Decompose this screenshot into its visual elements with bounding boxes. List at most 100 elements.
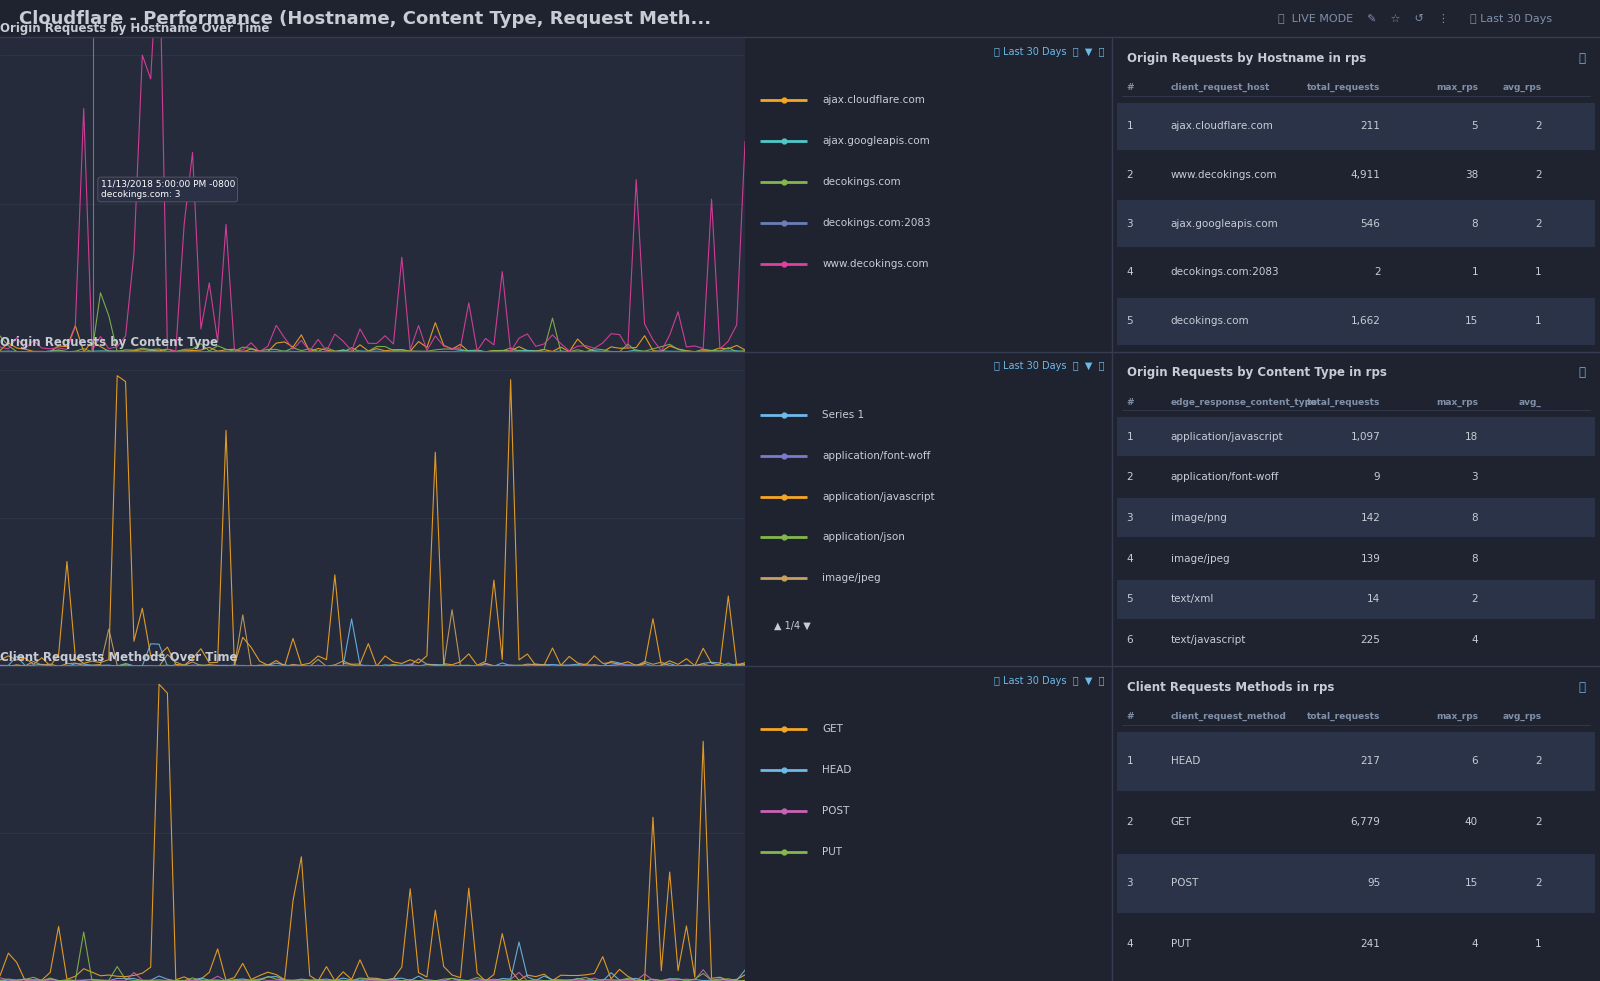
Text: #: # bbox=[1126, 83, 1134, 92]
Text: PUT: PUT bbox=[822, 847, 842, 857]
Text: 4: 4 bbox=[1126, 939, 1133, 950]
Text: 1: 1 bbox=[1534, 316, 1541, 327]
Text: application/font-woff: application/font-woff bbox=[1171, 472, 1278, 483]
Text: total_requests: total_requests bbox=[1307, 712, 1381, 721]
Text: 2: 2 bbox=[1534, 170, 1541, 180]
Text: 🔒 Last 30 Days  ⧉  ▼  ⓘ: 🔒 Last 30 Days ⧉ ▼ ⓘ bbox=[994, 361, 1104, 372]
Text: 3: 3 bbox=[1126, 878, 1133, 888]
Text: www.decokings.com: www.decokings.com bbox=[1171, 170, 1277, 180]
Text: 18: 18 bbox=[1464, 432, 1478, 441]
Text: total_requests: total_requests bbox=[1307, 83, 1381, 92]
Text: 1: 1 bbox=[1534, 268, 1541, 278]
Text: 4: 4 bbox=[1472, 635, 1478, 645]
Text: Origin Requests by Hostname in rps: Origin Requests by Hostname in rps bbox=[1126, 52, 1366, 65]
Text: Client Requests Methods in rps: Client Requests Methods in rps bbox=[1126, 681, 1334, 694]
Text: 142: 142 bbox=[1360, 513, 1381, 523]
Text: 4: 4 bbox=[1472, 939, 1478, 950]
Text: decokings.com:2083: decokings.com:2083 bbox=[1171, 268, 1278, 278]
Bar bbox=[1117, 854, 1595, 912]
Bar bbox=[1117, 200, 1595, 247]
Text: decokings.com: decokings.com bbox=[1171, 316, 1250, 327]
Text: ⌕  LIVE MODE    ✎    ☆    ↺    ⋮      🕐 Last 30 Days: ⌕ LIVE MODE ✎ ☆ ↺ ⋮ 🕐 Last 30 Days bbox=[1278, 14, 1552, 24]
Text: GET: GET bbox=[822, 724, 843, 735]
Text: 4: 4 bbox=[1126, 553, 1133, 564]
Text: 2: 2 bbox=[1472, 594, 1478, 604]
Text: 225: 225 bbox=[1360, 635, 1381, 645]
Text: 1,662: 1,662 bbox=[1350, 316, 1381, 327]
Text: text/javascript: text/javascript bbox=[1171, 635, 1246, 645]
Bar bbox=[1117, 417, 1595, 456]
Text: www.decokings.com: www.decokings.com bbox=[822, 259, 928, 269]
Text: GET: GET bbox=[1171, 817, 1192, 827]
Text: PUT: PUT bbox=[1171, 939, 1190, 950]
Text: 1: 1 bbox=[1126, 756, 1133, 766]
Text: 2: 2 bbox=[1126, 817, 1133, 827]
Text: POST: POST bbox=[822, 806, 850, 816]
Text: avg_rps: avg_rps bbox=[1502, 83, 1541, 92]
Text: 9: 9 bbox=[1374, 472, 1381, 483]
Text: 3: 3 bbox=[1126, 219, 1133, 229]
Text: application/json: application/json bbox=[822, 533, 906, 542]
Text: 2: 2 bbox=[1534, 219, 1541, 229]
Text: client_request_host: client_request_host bbox=[1171, 83, 1270, 92]
Text: decokings.com:2083: decokings.com:2083 bbox=[822, 218, 931, 228]
Text: 5: 5 bbox=[1126, 594, 1133, 604]
Text: Cloudflare - Performance (Hostname, Content Type, Request Meth...: Cloudflare - Performance (Hostname, Cont… bbox=[19, 10, 712, 27]
Text: 8: 8 bbox=[1472, 219, 1478, 229]
Text: ⓘ: ⓘ bbox=[1578, 52, 1586, 65]
Text: 211: 211 bbox=[1360, 122, 1381, 131]
Text: Client Requests Methods Over Time: Client Requests Methods Over Time bbox=[0, 651, 237, 664]
Text: 4: 4 bbox=[1126, 268, 1133, 278]
Text: 2: 2 bbox=[1374, 268, 1381, 278]
Text: ⓘ: ⓘ bbox=[1578, 366, 1586, 379]
Text: Series 1: Series 1 bbox=[822, 410, 864, 420]
Text: 1,097: 1,097 bbox=[1350, 432, 1381, 441]
Text: 8: 8 bbox=[1472, 553, 1478, 564]
Text: 8: 8 bbox=[1472, 513, 1478, 523]
Text: 🔒 Last 30 Days  ⧉  ▼  ⓘ: 🔒 Last 30 Days ⧉ ▼ ⓘ bbox=[994, 47, 1104, 57]
Text: 241: 241 bbox=[1360, 939, 1381, 950]
Text: max_rps: max_rps bbox=[1437, 712, 1478, 721]
Bar bbox=[1117, 103, 1595, 150]
Text: 546: 546 bbox=[1360, 219, 1381, 229]
Text: 11/13/2018 5:00:00 PM -0800
decokings.com: 3: 11/13/2018 5:00:00 PM -0800 decokings.co… bbox=[101, 180, 235, 199]
Text: 14: 14 bbox=[1366, 594, 1381, 604]
Text: ajax.cloudflare.com: ajax.cloudflare.com bbox=[822, 95, 925, 105]
Text: #: # bbox=[1126, 397, 1134, 406]
Text: max_rps: max_rps bbox=[1437, 397, 1478, 406]
Text: 95: 95 bbox=[1366, 878, 1381, 888]
Text: client_request_method: client_request_method bbox=[1171, 712, 1286, 721]
Text: 2: 2 bbox=[1126, 472, 1133, 483]
Text: application/javascript: application/javascript bbox=[1171, 432, 1283, 441]
Text: edge_response_content_type: edge_response_content_type bbox=[1171, 397, 1318, 407]
Text: HEAD: HEAD bbox=[822, 765, 851, 775]
Text: 2: 2 bbox=[1534, 817, 1541, 827]
Text: total_requests: total_requests bbox=[1307, 397, 1381, 407]
Text: text/xml: text/xml bbox=[1171, 594, 1214, 604]
Text: 1: 1 bbox=[1126, 432, 1133, 441]
Text: 6: 6 bbox=[1126, 635, 1133, 645]
Text: #: # bbox=[1126, 712, 1134, 721]
Text: 40: 40 bbox=[1466, 817, 1478, 827]
Text: ▲ 1/4 ▼: ▲ 1/4 ▼ bbox=[774, 621, 811, 631]
Text: decokings.com: decokings.com bbox=[822, 177, 901, 187]
Text: max_rps: max_rps bbox=[1437, 83, 1478, 92]
Text: image/png: image/png bbox=[1171, 513, 1227, 523]
Text: ajax.cloudflare.com: ajax.cloudflare.com bbox=[1171, 122, 1274, 131]
Text: image/jpeg: image/jpeg bbox=[822, 573, 880, 584]
Text: POST: POST bbox=[1171, 878, 1198, 888]
Text: 🔒 Last 30 Days  ⧉  ▼  ⓘ: 🔒 Last 30 Days ⧉ ▼ ⓘ bbox=[994, 676, 1104, 686]
Text: Origin Requests by Hostname Over Time: Origin Requests by Hostname Over Time bbox=[0, 22, 269, 34]
Text: ajax.googleapis.com: ajax.googleapis.com bbox=[822, 136, 930, 146]
Bar bbox=[1117, 498, 1595, 538]
Text: image/jpeg: image/jpeg bbox=[1171, 553, 1229, 564]
Text: 1: 1 bbox=[1472, 268, 1478, 278]
Text: ajax.googleapis.com: ajax.googleapis.com bbox=[1171, 219, 1278, 229]
Text: application/javascript: application/javascript bbox=[822, 491, 934, 501]
Text: 1: 1 bbox=[1534, 939, 1541, 950]
Text: 2: 2 bbox=[1534, 122, 1541, 131]
Text: Origin Requests by Content Type: Origin Requests by Content Type bbox=[0, 336, 218, 349]
Text: avg_: avg_ bbox=[1518, 397, 1541, 406]
Text: 15: 15 bbox=[1464, 316, 1478, 327]
Text: ⓘ: ⓘ bbox=[1578, 681, 1586, 694]
